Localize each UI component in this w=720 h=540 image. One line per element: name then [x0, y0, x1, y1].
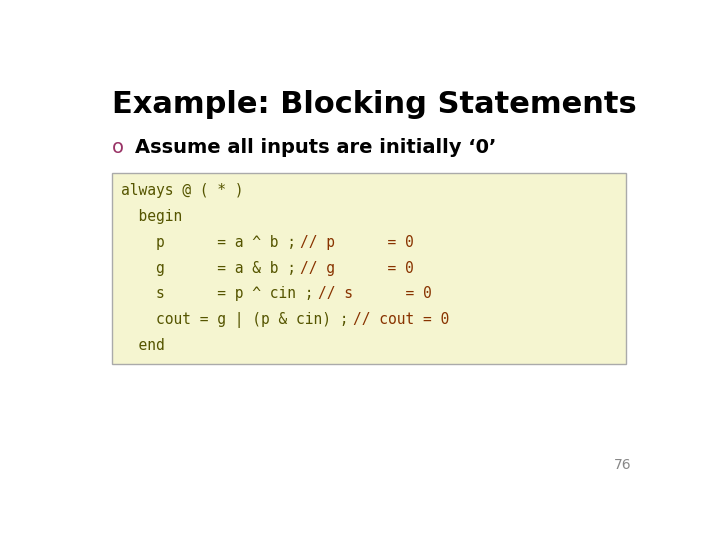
Text: g      = a & b ;: g = a & b ;	[121, 261, 296, 275]
Text: begin: begin	[121, 209, 182, 224]
Text: // g      = 0: // g = 0	[300, 261, 414, 275]
Text: s      = p ^ cin ;: s = p ^ cin ;	[121, 286, 313, 301]
Text: // s      = 0: // s = 0	[318, 286, 431, 301]
Text: // p      = 0: // p = 0	[300, 235, 414, 250]
Text: Example: Blocking Statements: Example: Blocking Statements	[112, 90, 637, 119]
Text: 76: 76	[613, 458, 631, 472]
Text: Assume all inputs are initially ‘0’: Assume all inputs are initially ‘0’	[135, 138, 496, 158]
Text: cout = g | (p & cin) ;: cout = g | (p & cin) ;	[121, 312, 348, 328]
FancyBboxPatch shape	[112, 173, 626, 364]
Text: p      = a ^ b ;: p = a ^ b ;	[121, 235, 296, 250]
Text: always @ ( * ): always @ ( * )	[121, 183, 243, 198]
Text: o: o	[112, 138, 125, 158]
Text: // cout = 0: // cout = 0	[353, 312, 449, 327]
Text: end: end	[121, 338, 164, 353]
